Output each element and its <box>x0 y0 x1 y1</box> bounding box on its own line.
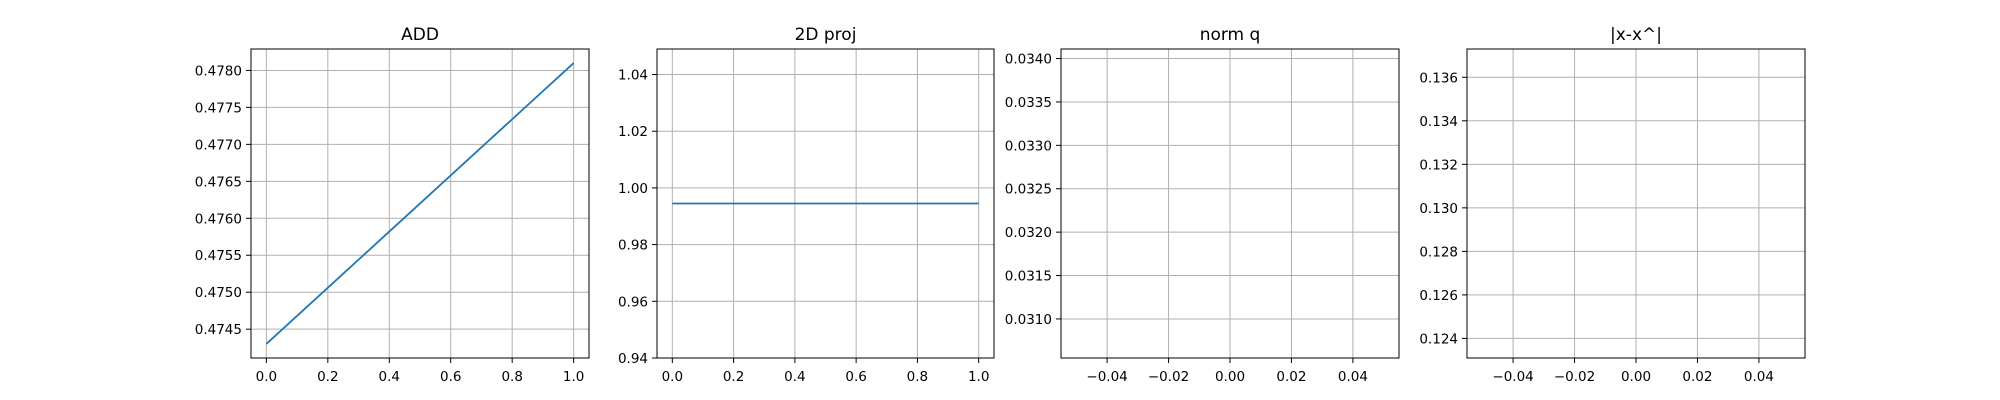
x-tick-label: 0.00 <box>1621 369 1651 385</box>
y-tick-label: 0.128 <box>1419 244 1458 260</box>
y-tick-label: 0.4760 <box>195 211 242 227</box>
y-tick-label: 0.4780 <box>195 63 242 79</box>
y-tick-label: 0.4765 <box>195 174 242 190</box>
x-tick-label: −0.02 <box>1148 369 1189 385</box>
panel-2d-proj: 2D proj 0.0 0.2 0.4 0.6 0.8 1.0 0.94 0.96 0.98 1.… <box>618 25 995 385</box>
y-tick-label: 0.0320 <box>1005 225 1052 241</box>
y-tick-label: 0.4755 <box>195 248 242 264</box>
y-tick-label: 0.98 <box>618 238 648 254</box>
y-tick-label: 0.94 <box>618 351 648 367</box>
x-tick-label: 0.02 <box>1276 369 1306 385</box>
panel-x-error: |x-x^| −0.04 −0.02 0.00 0.02 0.04 0.124 0.126 0… <box>1419 25 1806 385</box>
y-tick-label: 0.0340 <box>1005 52 1052 68</box>
y-tick-label: 0.124 <box>1419 331 1458 347</box>
y-tick-label: 0.134 <box>1419 114 1458 130</box>
x-tick-label: 0.4 <box>784 369 805 385</box>
x-tick-label: −0.04 <box>1492 369 1533 385</box>
y-tick-label: 0.96 <box>618 294 648 310</box>
x-tick-label: 0.04 <box>1338 369 1368 385</box>
x-tick-label: −0.04 <box>1086 369 1127 385</box>
y-tick-label: 0.0310 <box>1005 312 1052 328</box>
x-tick-label: 1.0 <box>968 369 989 385</box>
y-tick-label: 0.0315 <box>1005 269 1052 285</box>
y-tick-label: 1.02 <box>618 124 648 140</box>
y-tick-label: 0.4770 <box>195 137 242 153</box>
y-tick-label: 0.4745 <box>195 322 242 338</box>
y-tick-label: 0.0335 <box>1005 95 1052 111</box>
x-tick-label: 0.6 <box>440 369 461 385</box>
x-tick-label: 0.2 <box>317 369 338 385</box>
x-tick-label: 0.02 <box>1682 369 1712 385</box>
panel-title: ADD <box>401 25 439 45</box>
y-tick-label: 0.0325 <box>1005 182 1052 198</box>
y-tick-label: 0.4775 <box>195 100 242 116</box>
panel-add: ADD 0.0 0.2 0.4 0.6 0.8 1.0 0.4745 0.4750 0.4755… <box>195 25 590 385</box>
y-tick-label: 0.130 <box>1419 201 1458 217</box>
x-tick-label: 0.6 <box>845 369 866 385</box>
x-tick-label: −0.02 <box>1554 369 1595 385</box>
y-tick-label: 0.136 <box>1419 70 1458 86</box>
y-tick-label: 0.4750 <box>195 285 242 301</box>
x-tick-label: 0.0 <box>662 369 683 385</box>
panel-norm-q: norm q −0.04 −0.02 0.00 0.02 0.04 0.0310 0.031… <box>1005 25 1400 385</box>
x-tick-label: 0.00 <box>1215 369 1245 385</box>
panel-title: |x-x^| <box>1610 25 1662 45</box>
x-tick-label: 1.0 <box>563 369 584 385</box>
x-tick-label: 0.0 <box>256 369 277 385</box>
x-tick-label: 0.4 <box>379 369 400 385</box>
axes-frame <box>656 48 995 359</box>
x-tick-label: 0.04 <box>1744 369 1774 385</box>
x-tick-label: 0.8 <box>501 369 522 385</box>
y-tick-label: 1.04 <box>618 68 648 84</box>
x-tick-label: 0.2 <box>723 369 744 385</box>
y-tick-label: 0.126 <box>1419 288 1458 304</box>
series-line <box>265 62 575 345</box>
axes-frame <box>250 48 590 359</box>
panel-title: norm q <box>1200 25 1261 45</box>
y-tick-label: 0.0330 <box>1005 138 1052 154</box>
panel-title: 2D proj <box>795 25 857 45</box>
y-tick-label: 0.132 <box>1419 157 1458 173</box>
y-tick-label: 1.00 <box>618 181 648 197</box>
x-tick-label: 0.8 <box>907 369 928 385</box>
